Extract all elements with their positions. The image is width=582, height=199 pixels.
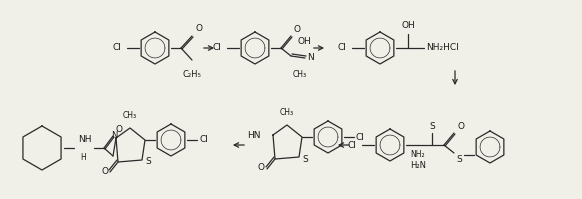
Text: NH: NH	[78, 135, 91, 144]
Text: Cl: Cl	[347, 140, 356, 149]
Text: NH₂: NH₂	[411, 150, 425, 159]
Text: CH₃: CH₃	[293, 70, 307, 79]
Text: HN: HN	[247, 131, 261, 139]
Text: Cl: Cl	[199, 136, 208, 144]
Text: S: S	[456, 155, 462, 164]
Text: O: O	[101, 167, 108, 176]
Text: NH₂HCl: NH₂HCl	[426, 44, 459, 53]
Text: CH₃: CH₃	[280, 108, 294, 117]
Text: O: O	[294, 25, 301, 34]
Text: OH: OH	[297, 37, 311, 46]
Text: N: N	[111, 132, 117, 140]
Text: O: O	[457, 122, 464, 131]
Text: O: O	[195, 24, 202, 33]
Text: CH₃: CH₃	[123, 111, 137, 120]
Text: O: O	[258, 163, 265, 172]
Text: N: N	[307, 53, 314, 61]
Text: S: S	[145, 157, 151, 167]
Text: OH: OH	[401, 21, 415, 30]
Text: Cl: Cl	[212, 44, 221, 53]
Text: Cl: Cl	[337, 44, 346, 53]
Text: H: H	[80, 153, 86, 162]
Text: O: O	[116, 125, 123, 134]
Text: Cl: Cl	[112, 44, 121, 53]
Text: H₂N: H₂N	[410, 161, 426, 170]
Text: S: S	[302, 154, 308, 164]
Text: Cl: Cl	[356, 133, 365, 141]
Text: S: S	[429, 122, 435, 131]
Text: C₂H₅: C₂H₅	[183, 70, 201, 79]
